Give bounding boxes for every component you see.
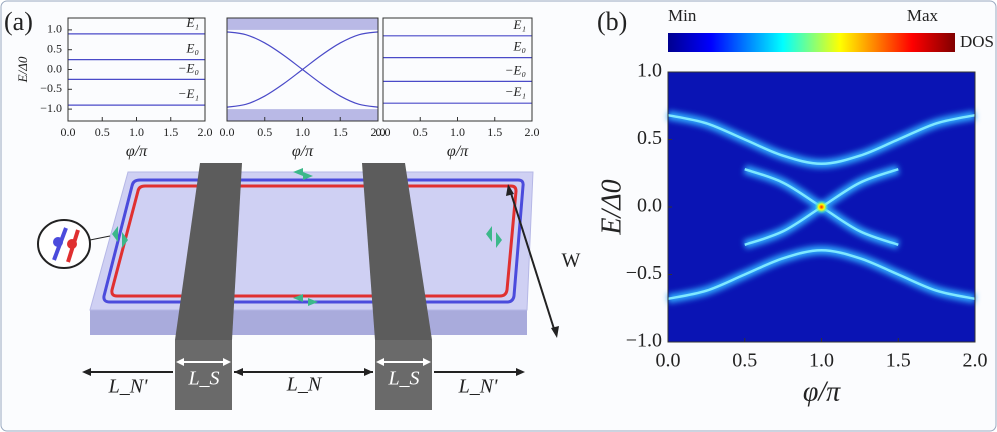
x-tick-label: 1.0 — [129, 125, 144, 139]
x-tick-label: 1.5 — [333, 125, 348, 139]
x-tick-label: 2.0 — [371, 125, 386, 139]
panel-label: (b) — [597, 7, 627, 36]
x-tick-label: 0.0 — [220, 125, 235, 139]
x-tick-label: 1.5 — [163, 125, 178, 139]
electrode — [175, 163, 242, 340]
x-axis-label: φ/π — [126, 143, 148, 160]
y-tick-label: 1.0 — [637, 60, 662, 82]
device: W L_N' L_S L_N L_S L_N' — [37, 163, 581, 410]
length-label: L_S — [387, 368, 419, 390]
dos-peak — [814, 200, 829, 214]
colorbar-label: Min — [668, 6, 697, 25]
colorbar — [668, 33, 955, 52]
edge-state — [110, 184, 518, 298]
line-label: −E₁ — [178, 86, 199, 101]
panel-label: (a) — [4, 7, 33, 36]
slab-top — [89, 171, 534, 311]
electrode — [362, 163, 432, 340]
spin-down — [67, 239, 77, 249]
spin-up — [53, 237, 63, 247]
dimension-arrows — [82, 184, 559, 376]
spin-arrows — [112, 168, 502, 306]
line-label: E₀ — [186, 41, 199, 56]
x-tick-label: 0.5 — [257, 125, 272, 139]
colorbar-label: DOS (a.u.) — [960, 32, 997, 51]
line-label: −E₀ — [505, 62, 526, 77]
zoom-circle — [37, 219, 91, 269]
x-tick-label: 1.5 — [886, 350, 911, 372]
x-tick-label: 2.0 — [198, 125, 213, 139]
x-tick-label: 0.5 — [732, 350, 757, 372]
x-tick-label: 2.0 — [963, 350, 988, 372]
sc-arrows — [176, 358, 431, 366]
x-tick-label: 1.5 — [487, 125, 502, 139]
x-tick-label: 2.0 — [525, 125, 540, 139]
y-tick-label: 0.0 — [47, 61, 62, 75]
x-axis-label: φ/π — [447, 143, 469, 160]
dos-curve — [667, 113, 976, 166]
continuum — [227, 18, 378, 30]
x-tick-label: 0.0 — [376, 125, 391, 139]
length-label: L_N' — [108, 376, 148, 398]
x-tick-label: 1.0 — [450, 125, 465, 139]
y-axis-label: E/Δ0 — [596, 179, 627, 235]
line-label: E₀ — [513, 39, 526, 54]
y-tick-label: 1.0 — [47, 22, 62, 36]
x-tick-label: 1.0 — [809, 350, 834, 372]
line-label: E₁ — [513, 17, 526, 32]
length-label: L_N — [286, 374, 323, 396]
y-tick-label: 0.5 — [637, 127, 662, 149]
continuum — [227, 109, 378, 121]
y-tick-label: 0.0 — [637, 195, 662, 217]
x-axis-label: φ/π — [803, 376, 841, 407]
colorbar-label: Max — [907, 6, 939, 25]
line-label: −E₁ — [505, 84, 526, 99]
length-label: L_S — [187, 368, 219, 390]
y-axis-label: E/Δ0 — [15, 56, 30, 83]
line — [226, 31, 379, 108]
slab-side — [90, 310, 527, 335]
electrode-lead — [175, 340, 232, 410]
x-axis-label: φ/π — [292, 143, 314, 160]
dos-curve — [667, 248, 976, 301]
edge-state — [102, 178, 525, 304]
y-tick-label: −0.5 — [626, 262, 662, 284]
electrode-lead — [375, 340, 432, 410]
y-tick-label: −1.0 — [40, 101, 62, 115]
width-label: W — [562, 250, 581, 272]
y-tick-label: 0.5 — [47, 41, 62, 55]
y-tick-label: −1.0 — [626, 330, 662, 352]
x-tick-label: 0.0 — [61, 125, 76, 139]
zoom-line — [89, 235, 111, 241]
line-label: −E₀ — [178, 60, 199, 75]
x-tick-label: 0.5 — [413, 125, 428, 139]
length-label: L_N' — [458, 376, 498, 398]
x-tick-label: 1.0 — [295, 125, 310, 139]
line-label: E₁ — [186, 15, 199, 30]
x-tick-label: 0.0 — [656, 350, 681, 372]
y-tick-label: −0.5 — [40, 81, 62, 95]
x-tick-label: 0.5 — [95, 125, 110, 139]
